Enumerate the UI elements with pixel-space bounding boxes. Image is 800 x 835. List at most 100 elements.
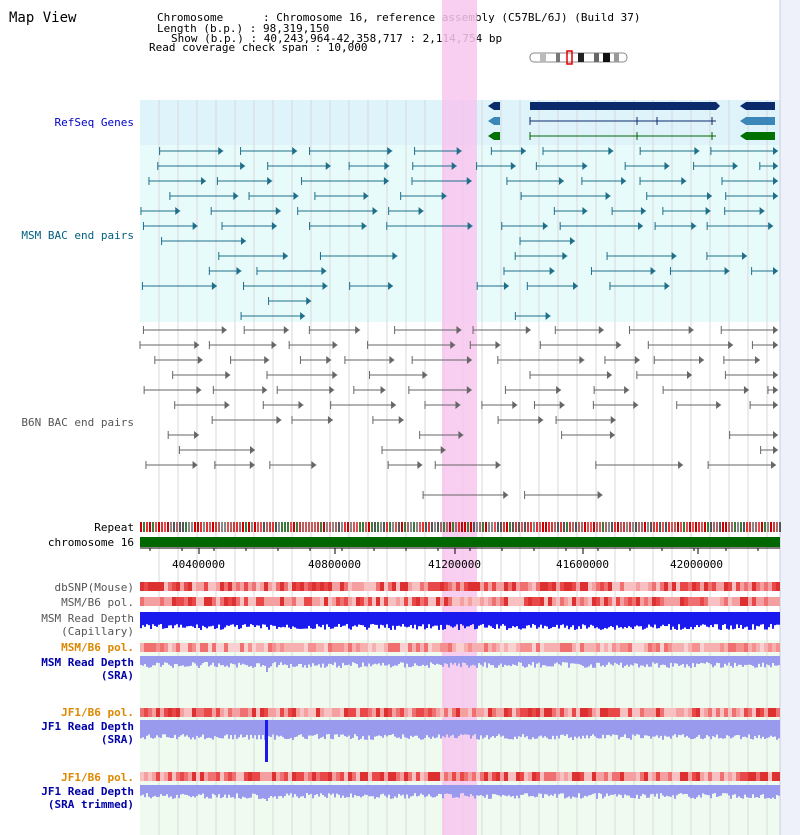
msm-bac-label[interactable]: MSM BAC end pairs [21, 229, 134, 242]
depth-bar [362, 720, 364, 737]
bac-end-arrow [559, 401, 565, 409]
depth-bar [706, 785, 708, 795]
repeat-element [389, 522, 391, 532]
refseq-genes-track[interactable] [488, 102, 775, 140]
heat-cell [440, 597, 444, 606]
heat-cell [460, 772, 464, 781]
depth-bar [282, 720, 284, 738]
depth-bar [778, 656, 780, 666]
repeat-track[interactable] [140, 522, 781, 532]
heat-cell [188, 708, 192, 717]
depth-bar [420, 720, 422, 740]
depth-bar [544, 612, 546, 626]
heat-cell [344, 597, 348, 606]
heat-cell [408, 597, 412, 606]
heat-cell [184, 582, 188, 591]
depth-bar [382, 785, 384, 794]
depth-bar [654, 656, 656, 664]
depth-bar [228, 612, 230, 626]
scroll-strip[interactable] [780, 0, 800, 835]
bac-end-arrow [192, 222, 198, 230]
read-depth-tracks[interactable] [140, 612, 780, 801]
depth-bar [188, 720, 190, 738]
bac-end-arrow [606, 371, 612, 379]
bac-end-arrow [300, 312, 306, 320]
heat-cell [368, 772, 372, 781]
msm-bac-track[interactable] [140, 147, 778, 320]
heat-cell [304, 772, 308, 781]
bac-end-arrow [455, 401, 461, 409]
bac-end-arrow [332, 341, 338, 349]
depth-bar [328, 720, 330, 735]
heat-cell [540, 643, 544, 652]
bac-end-arrow [325, 162, 331, 170]
repeat-element [671, 522, 673, 532]
depth-bar [568, 785, 570, 797]
gene-feature[interactable] [488, 117, 500, 125]
selected-region-highlight[interactable] [442, 0, 477, 835]
heat-cell [384, 643, 388, 652]
repeat-element [272, 522, 274, 532]
heat-cell [536, 708, 540, 717]
depth-bar [692, 656, 694, 664]
repeat-element [434, 522, 436, 532]
repeat-element [629, 522, 631, 532]
depth-bar [292, 785, 294, 798]
depth-bar [424, 612, 426, 630]
heat-cell [620, 597, 624, 606]
depth-bar [226, 785, 228, 798]
bac-end-arrow [582, 207, 588, 215]
heat-cell [472, 772, 476, 781]
b6n-bac-track[interactable] [139, 326, 778, 499]
depth-bar [484, 720, 486, 738]
heat-cell [276, 582, 280, 591]
depth-bar [742, 612, 744, 629]
gene-feature[interactable] [488, 102, 500, 110]
heat-cell [488, 582, 492, 591]
heat-cell [440, 708, 444, 717]
bac-end-arrow [271, 341, 277, 349]
refseq-genes-label[interactable]: RefSeq Genes [54, 116, 134, 129]
b6n-bac-label[interactable]: B6N BAC end pairs [21, 416, 134, 429]
heat-cell [204, 643, 208, 652]
depth-bar [422, 612, 424, 625]
heat-cell [268, 597, 272, 606]
polymorphism-tracks[interactable] [140, 582, 780, 781]
depth-bar [644, 720, 646, 736]
heat-cell [212, 708, 216, 717]
gene-feature[interactable] [740, 102, 775, 110]
depth-bar [640, 656, 642, 666]
depth-bar [608, 612, 610, 628]
chromosome-bar[interactable] [140, 537, 780, 547]
gene-feature[interactable] [740, 117, 775, 125]
heat-cell [220, 643, 224, 652]
bac-end-arrow [275, 207, 281, 215]
depth-bar [152, 720, 154, 739]
depth-bar [350, 656, 352, 666]
heat-cell [284, 597, 288, 606]
repeat-element [560, 522, 562, 532]
depth-bar [572, 720, 574, 740]
depth-bar [630, 720, 632, 740]
bac-end-arrow [545, 312, 551, 320]
heat-cell [424, 643, 428, 652]
heat-cell [764, 772, 768, 781]
depth-bar [312, 656, 314, 664]
depth-bar [306, 656, 308, 668]
heat-cell [264, 582, 268, 591]
depth-bar [658, 785, 660, 799]
gene-feature[interactable] [488, 132, 500, 140]
depth-bar [530, 656, 532, 666]
depth-bar [558, 720, 560, 739]
depth-bar [576, 720, 578, 739]
gene-feature[interactable] [530, 102, 716, 110]
heat-cell [148, 772, 152, 781]
heat-cell [680, 708, 684, 717]
depth-bar [506, 720, 508, 739]
repeat-element [302, 522, 304, 532]
gene-feature[interactable] [740, 132, 775, 140]
depth-bar [666, 785, 668, 796]
depth-bar [406, 656, 408, 664]
chromosome-ideogram[interactable] [529, 50, 628, 65]
